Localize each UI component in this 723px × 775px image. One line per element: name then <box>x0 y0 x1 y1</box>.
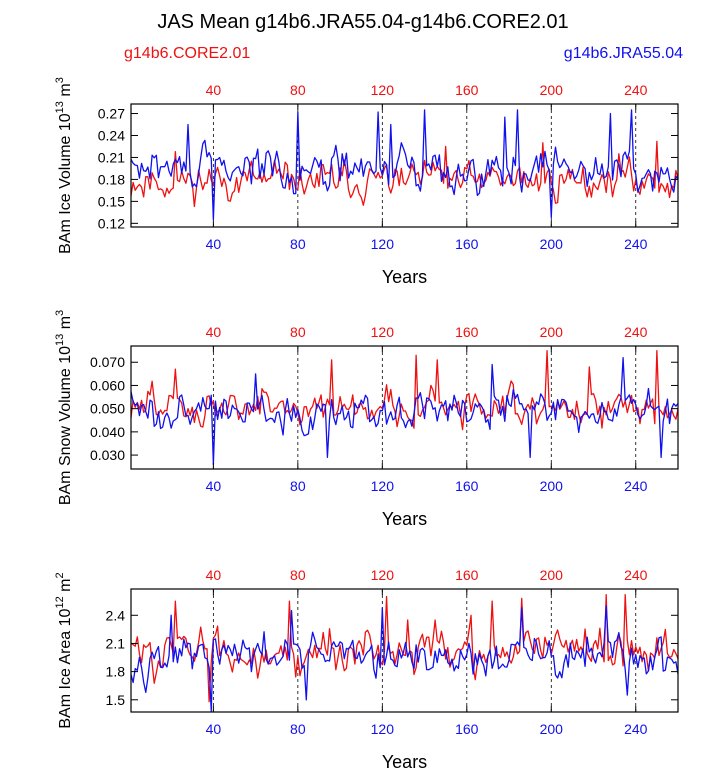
y-tick-label: 0.050 <box>90 401 125 417</box>
y-axis-label-part: BAm Ice Area 10 <box>57 608 74 728</box>
y-tick-label: 0.040 <box>90 424 125 440</box>
x-tick-label-bottom: 120 <box>371 478 395 494</box>
x-axis-label: Years <box>382 752 427 772</box>
y-axis-label-part: BAm Snow Volume 10 <box>57 346 74 505</box>
x-tick-label-top: 80 <box>290 82 306 98</box>
x-tick-label-bottom: 120 <box>371 721 395 737</box>
legend-jra: g14b6.JRA55.04 <box>564 45 683 62</box>
y-tick-label: 0.27 <box>98 106 125 122</box>
series-line-jra <box>130 356 679 466</box>
panel-2: 0.030 0.040 0.050 0.060 0.070 40 40 80 80 120 120 1… <box>54 310 679 529</box>
x-tick-label-bottom: 80 <box>290 478 306 494</box>
y-tick-label: 2.1 <box>106 635 126 651</box>
x-tick-label-top: 120 <box>371 567 395 583</box>
y-axis-label-part: 13 <box>54 334 66 346</box>
y-tick-label: 0.18 <box>98 171 125 187</box>
x-tick-label-top: 160 <box>455 324 479 340</box>
x-tick-label-top: 80 <box>290 324 306 340</box>
plot-frame <box>130 345 679 470</box>
panel-1: 0.12 0.15 0.18 0.21 0.24 0.27 40 40 80 80 120 120 16… <box>54 77 679 287</box>
x-tick-label-top: 200 <box>540 82 564 98</box>
y-axis-label-part: 13 <box>54 101 66 113</box>
y-tick-label: 1.5 <box>106 692 126 708</box>
y-axis-label-part: 3 <box>54 77 66 83</box>
x-axis-label: Years <box>382 267 427 287</box>
x-tick-label-top: 240 <box>624 324 648 340</box>
y-tick-label: 0.070 <box>90 354 125 370</box>
y-axis-label-part: m <box>57 316 74 334</box>
y-axis-label: BAm Ice Area 1012 m2 <box>54 572 74 728</box>
x-tick-label-bottom: 120 <box>371 236 395 252</box>
x-tick-label-bottom: 80 <box>290 721 306 737</box>
x-tick-label-bottom: 40 <box>206 236 222 252</box>
x-tick-label-top: 200 <box>540 567 564 583</box>
x-tick-label-bottom: 160 <box>455 236 479 252</box>
x-tick-label-bottom: 160 <box>455 478 479 494</box>
y-tick-label: 2.4 <box>106 607 126 623</box>
y-axis-label-part: m <box>57 579 74 597</box>
figure-title: JAS Mean g14b6.JRA55.04-g14b6.CORE2.01 <box>157 11 568 33</box>
x-tick-label-top: 40 <box>206 324 222 340</box>
legend-core: g14b6.CORE2.01 <box>124 45 250 62</box>
y-axis-label-part: 2 <box>54 572 66 578</box>
x-tick-label-bottom: 160 <box>455 721 479 737</box>
y-tick-label: 1.8 <box>106 664 126 680</box>
x-tick-label-bottom: 200 <box>540 721 564 737</box>
x-tick-label-top: 240 <box>624 82 648 98</box>
x-tick-label-top: 40 <box>206 82 222 98</box>
x-tick-label-bottom: 200 <box>540 478 564 494</box>
series-line-jra <box>130 605 679 712</box>
y-axis-label-part: m <box>57 83 74 101</box>
x-tick-label-top: 200 <box>540 324 564 340</box>
x-tick-label-top: 80 <box>290 567 306 583</box>
y-axis-label-part: BAm Ice Volume 10 <box>57 113 74 254</box>
x-tick-label-bottom: 240 <box>624 478 648 494</box>
y-axis-label: BAm Ice Volume 1013 m3 <box>54 77 74 254</box>
x-tick-label-bottom: 240 <box>624 236 648 252</box>
x-tick-label-bottom: 40 <box>206 478 222 494</box>
x-axis-label: Years <box>382 509 427 529</box>
x-tick-label-bottom: 240 <box>624 721 648 737</box>
y-tick-label: 0.24 <box>98 127 125 143</box>
x-tick-label-top: 160 <box>455 82 479 98</box>
plot-frame <box>130 103 679 228</box>
series-line-core <box>130 140 679 208</box>
y-tick-label: 0.12 <box>98 215 125 231</box>
x-tick-label-bottom: 200 <box>540 236 564 252</box>
y-axis-label: BAm Snow Volume 1013 m3 <box>54 310 74 505</box>
y-tick-label: 0.030 <box>90 447 125 463</box>
panels: 0.12 0.15 0.18 0.21 0.24 0.27 40 40 80 80 120 120 16… <box>54 77 679 772</box>
x-tick-label-top: 40 <box>206 567 222 583</box>
plot-frame <box>130 588 679 713</box>
x-tick-label-top: 120 <box>371 324 395 340</box>
y-tick-label: 0.060 <box>90 377 125 393</box>
y-axis-label-part: 12 <box>54 596 66 608</box>
x-tick-label-bottom: 80 <box>290 236 306 252</box>
y-axis-label-part: 3 <box>54 310 66 316</box>
y-tick-label: 0.21 <box>98 149 125 165</box>
series-line-jra <box>130 109 679 221</box>
x-tick-label-top: 120 <box>371 82 395 98</box>
panel-3: 1.5 1.8 2.1 2.4 40 40 80 80 120 120 160 160 200 200 24… <box>54 567 679 772</box>
y-tick-label: 0.15 <box>98 193 125 209</box>
x-tick-label-bottom: 40 <box>206 721 222 737</box>
x-tick-label-top: 240 <box>624 567 648 583</box>
x-tick-label-top: 160 <box>455 567 479 583</box>
